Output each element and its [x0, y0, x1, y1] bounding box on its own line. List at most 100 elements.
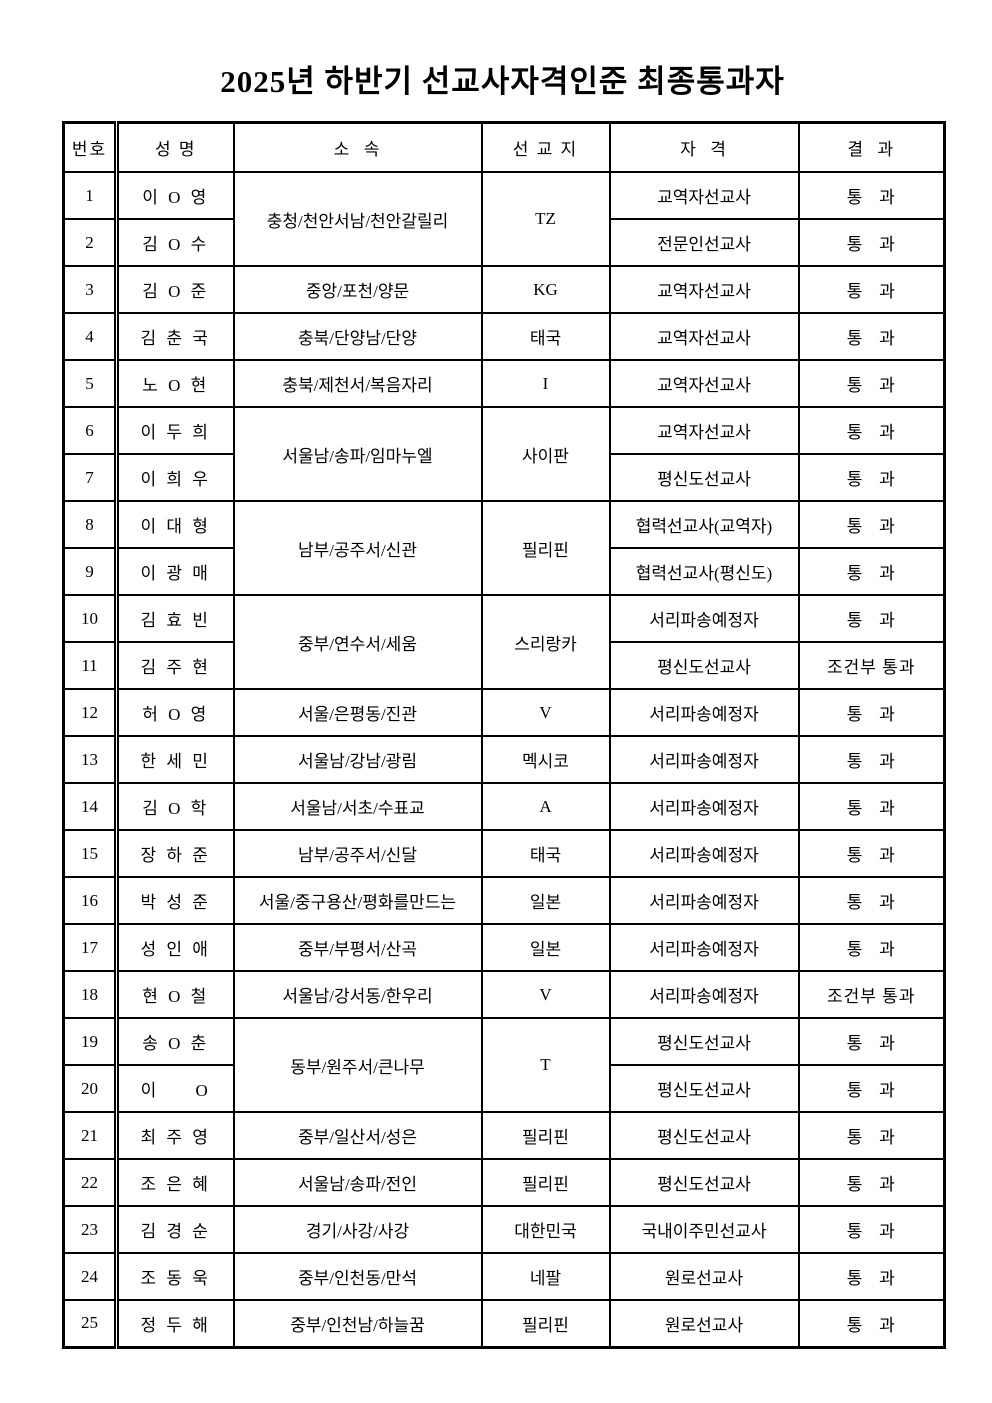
cell-no: 22	[62, 1158, 119, 1207]
table-row: 18 현 O 철 서울남/강서동/한우리 V 서리파송예정자 조건부 통과	[62, 970, 946, 1019]
cell-no: 7	[62, 453, 119, 502]
cell-no: 12	[62, 688, 119, 737]
cell-mission-field: 필리핀	[480, 1158, 611, 1207]
cell-name: 노 O 현	[115, 359, 235, 408]
cell-mission-field: 일본	[480, 923, 611, 972]
cell-affiliation: 서울/중구용산/평화를만드는	[232, 876, 483, 925]
cell-name: 김 경 순	[115, 1205, 235, 1254]
cell-name: 김 주 현	[115, 641, 235, 690]
cell-result: 통 과	[797, 688, 946, 737]
cell-no: 21	[62, 1111, 119, 1160]
cell-no: 19	[62, 1017, 119, 1066]
cell-result: 통 과	[797, 829, 946, 878]
cell-result: 조건부 통과	[797, 970, 946, 1019]
cell-mission-field: 필리핀	[480, 1111, 611, 1160]
cell-no: 14	[62, 782, 119, 831]
cell-name: 장 하 준	[115, 829, 235, 878]
cell-result: 통 과	[797, 500, 946, 549]
cell-affiliation: 중부/부평서/산곡	[232, 923, 483, 972]
table-row: 23 김 경 순 경기/사강/사강 대한민국 국내이주민선교사 통 과	[62, 1205, 946, 1254]
table-row: 17 성 인 애 중부/부평서/산곡 일본 서리파송예정자 통 과	[62, 923, 946, 972]
cell-qualification: 협력선교사(평신도)	[608, 547, 800, 596]
table-row: 12 허 O 영 서울/은평동/진관 V 서리파송예정자 통 과	[62, 688, 946, 737]
cell-mission-field: I	[480, 359, 611, 408]
cell-mission-field: 필리핀	[480, 1299, 611, 1348]
table-row: 10 김 효 빈 중부/연수서/세움 스리랑카 서리파송예정자 통 과	[62, 594, 946, 690]
cell-name: 김 O 수	[115, 218, 235, 267]
cell-qualification: 서리파송예정자	[608, 829, 800, 878]
cell-result: 통 과	[797, 1252, 946, 1301]
cell-affiliation: 서울/은평동/진관	[232, 688, 483, 737]
cell-no: 25	[62, 1299, 119, 1348]
cell-qualification: 평신도선교사	[608, 1111, 800, 1160]
cell-name: 박 성 준	[115, 876, 235, 925]
cell-affiliation: 남부/공주서/신관	[232, 500, 483, 596]
cell-affiliation: 중부/일산서/성은	[232, 1111, 483, 1160]
cell-name: 정 두 해	[115, 1299, 235, 1348]
cell-qualification: 협력선교사(교역자)	[608, 500, 800, 549]
cell-result: 통 과	[797, 218, 946, 267]
cell-no: 11	[62, 641, 119, 690]
cell-affiliation: 중부/연수서/세움	[232, 594, 483, 690]
cell-name: 성 인 애	[115, 923, 235, 972]
cell-mission-field: V	[480, 688, 611, 737]
cell-result: 통 과	[797, 923, 946, 972]
cell-mission-field: TZ	[480, 171, 611, 267]
table-row: 21 최 주 영 중부/일산서/성은 필리핀 평신도선교사 통 과	[62, 1111, 946, 1160]
cell-affiliation: 중부/인천동/만석	[232, 1252, 483, 1301]
cell-name: 조 동 욱	[115, 1252, 235, 1301]
cell-qualification: 원로선교사	[608, 1252, 800, 1301]
cell-mission-field: 사이판	[480, 406, 611, 502]
cell-no: 9	[62, 547, 119, 596]
cell-result: 통 과	[797, 1158, 946, 1207]
cell-name: 송 O 춘	[115, 1017, 235, 1066]
table-row: 15 장 하 준 남부/공주서/신달 태국 서리파송예정자 통 과	[62, 829, 946, 878]
cell-affiliation: 충북/단양남/단양	[232, 312, 483, 361]
cell-qualification: 서리파송예정자	[608, 970, 800, 1019]
cell-name: 김 효 빈	[115, 594, 235, 643]
cell-affiliation: 서울남/강서동/한우리	[232, 970, 483, 1019]
cell-qualification: 서리파송예정자	[608, 782, 800, 831]
cell-result: 통 과	[797, 359, 946, 408]
cell-qualification: 서리파송예정자	[608, 923, 800, 972]
cell-result: 통 과	[797, 1299, 946, 1348]
cell-result: 통 과	[797, 312, 946, 361]
cell-affiliation: 중앙/포천/양문	[232, 265, 483, 314]
table-header: 번호 성 명 소 속 선 교 지 자 격 결 과	[62, 121, 946, 173]
cell-no: 24	[62, 1252, 119, 1301]
cell-qualification: 평신도선교사	[608, 1064, 800, 1113]
cell-name: 조 은 혜	[115, 1158, 235, 1207]
cell-no: 23	[62, 1205, 119, 1254]
cell-name: 허 O 영	[115, 688, 235, 737]
cell-result: 통 과	[797, 876, 946, 925]
cell-no: 1	[62, 171, 119, 220]
cell-name: 최 주 영	[115, 1111, 235, 1160]
cell-no: 16	[62, 876, 119, 925]
cell-qualification: 교역자선교사	[608, 265, 800, 314]
cell-mission-field: T	[480, 1017, 611, 1113]
cell-result: 통 과	[797, 547, 946, 596]
cell-no: 5	[62, 359, 119, 408]
cell-no: 20	[62, 1064, 119, 1113]
cell-result: 통 과	[797, 1205, 946, 1254]
cell-name: 이 희 우	[115, 453, 235, 502]
cell-name: 김 춘 국	[115, 312, 235, 361]
cell-name: 김 O 준	[115, 265, 235, 314]
table-row: 22 조 은 혜 서울남/송파/전인 필리핀 평신도선교사 통 과	[62, 1158, 946, 1207]
cell-result: 통 과	[797, 735, 946, 784]
cell-result: 통 과	[797, 782, 946, 831]
cell-result: 통 과	[797, 1017, 946, 1066]
cell-qualification: 교역자선교사	[608, 312, 800, 361]
cell-name: 현 O 철	[115, 970, 235, 1019]
cell-mission-field: 멕시코	[480, 735, 611, 784]
cell-affiliation: 중부/인천남/하늘꿈	[232, 1299, 483, 1348]
cell-result: 통 과	[797, 171, 946, 220]
cell-qualification: 평신도선교사	[608, 453, 800, 502]
table-row: 19 송 O 춘 동부/원주서/큰나무 T 평신도선교사 통 과	[62, 1017, 946, 1113]
cell-qualification: 평신도선교사	[608, 1017, 800, 1066]
